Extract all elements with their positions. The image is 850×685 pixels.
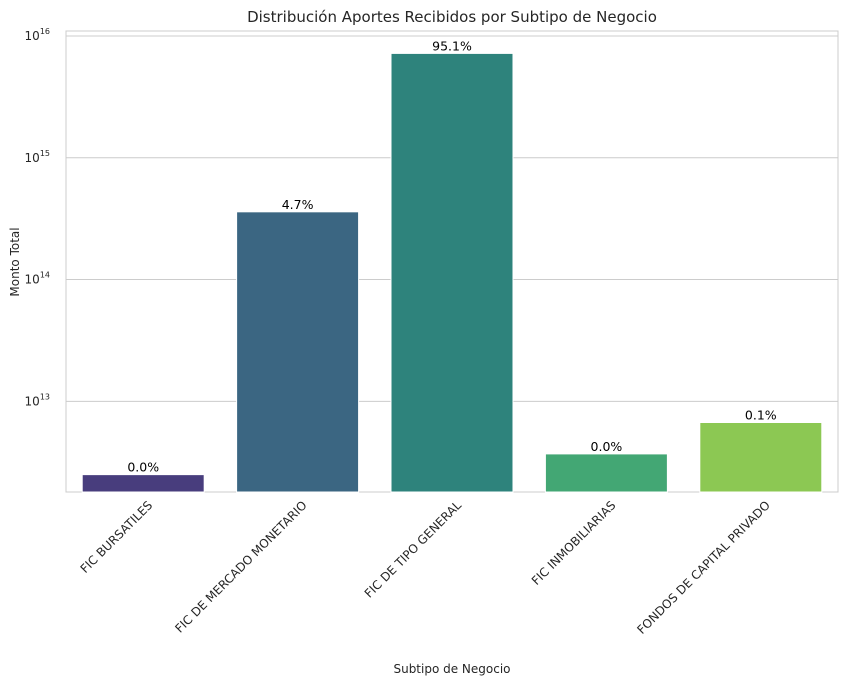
y-tick-label: 1015 xyxy=(25,149,50,165)
bar xyxy=(236,211,360,493)
bar xyxy=(544,453,668,493)
bars xyxy=(81,52,823,493)
y-tick-label: 1016 xyxy=(25,27,50,43)
bar xyxy=(81,474,205,493)
bar xyxy=(390,52,514,493)
x-tick-label: FIC DE TIPO GENERAL xyxy=(362,498,465,601)
bar-value-labels: 0.0% 4.7% 95.1% 0.0% 0.1% xyxy=(127,38,776,474)
y-tick-label: 1013 xyxy=(25,392,50,408)
bar-value-label: 0.0% xyxy=(591,439,623,454)
x-tick-label: FIC INMOBILIARIAS xyxy=(529,498,619,588)
bar-value-label: 0.1% xyxy=(745,407,777,422)
bar-value-label: 4.7% xyxy=(282,197,314,212)
y-tick-labels: 1013 1014 1015 1016 xyxy=(25,27,50,408)
bar-value-label: 0.0% xyxy=(127,460,159,475)
x-axis-label: Subtipo de Negocio xyxy=(393,662,510,676)
y-tick-label: 1014 xyxy=(25,271,50,287)
bar-value-label: 95.1% xyxy=(432,38,472,53)
chart-title: Distribución Aportes Recibidos por Subti… xyxy=(247,8,657,26)
y-axis-label: Monto Total xyxy=(8,227,22,296)
x-tick-label: FIC BURSATILES xyxy=(78,498,156,576)
x-tick-label: FIC DE MERCADO MONETARIO xyxy=(172,498,309,635)
bar xyxy=(699,421,823,493)
x-tick-label: FONDOS DE CAPITAL PRIVADO xyxy=(634,498,773,637)
x-tick-labels: FIC BURSATILES FIC DE MERCADO MONETARIO FI… xyxy=(78,498,773,637)
